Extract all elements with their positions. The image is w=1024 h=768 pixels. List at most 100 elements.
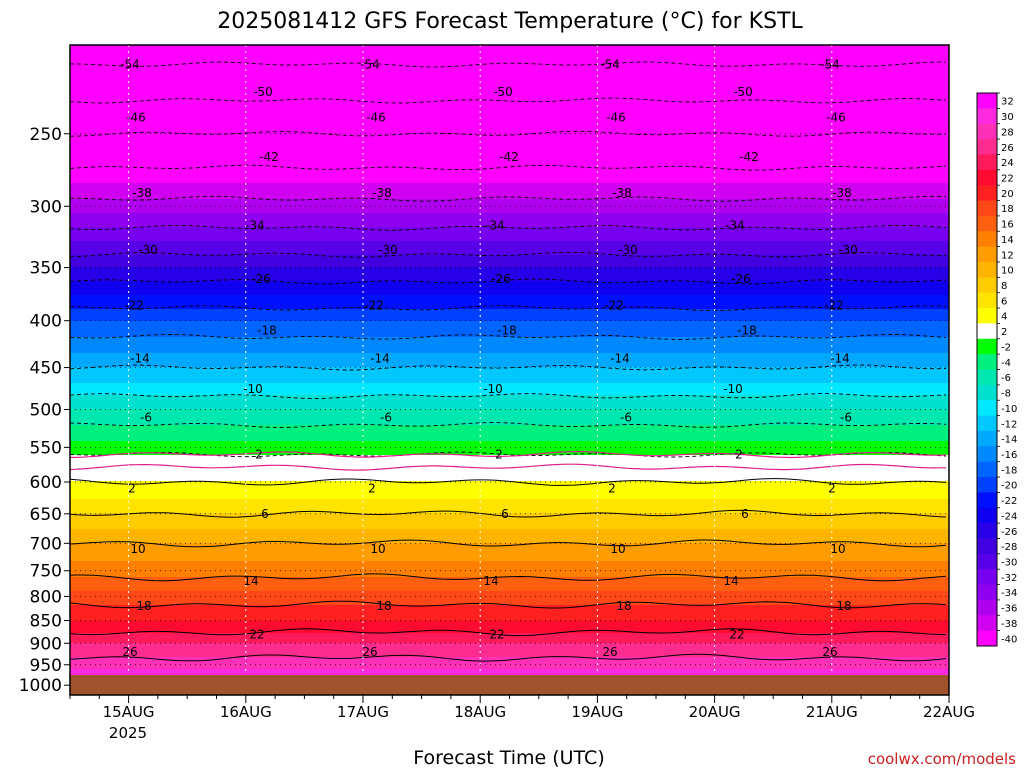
temperature-band [70, 667, 949, 670]
x-tick-label: 18AUG [454, 703, 506, 721]
temperature-band [70, 629, 949, 632]
temperature-band [70, 319, 949, 322]
temperature-band [70, 85, 949, 88]
colorbar-label: 6 [1001, 296, 1007, 307]
temperature-band [70, 209, 949, 212]
isotherm-label: -14 [830, 352, 850, 366]
colorbar-swatch [977, 93, 997, 109]
y-tick-label: 650 [30, 505, 62, 525]
isotherm-label: -14 [610, 352, 630, 366]
temperature-band [70, 127, 949, 130]
temperature-band [70, 661, 949, 664]
temperature-band [70, 451, 949, 454]
isotherm-label: 22 [249, 627, 264, 641]
temperature-band [70, 419, 949, 422]
x-axis-label: Forecast Time (UTC) [413, 747, 604, 768]
temperature-band [70, 499, 949, 502]
temperature-band [70, 307, 949, 310]
temperature-band [70, 133, 949, 136]
temperature-band [70, 423, 949, 426]
temperature-band [70, 489, 949, 492]
colorbar-label: -30 [1001, 558, 1017, 569]
temperature-band [70, 543, 949, 546]
colorbar-swatch [977, 430, 997, 447]
colorbar-swatch [977, 169, 997, 186]
temperature-band [70, 427, 949, 430]
isotherm-label: -26 [731, 272, 751, 286]
temperature-band [70, 349, 949, 352]
isotherm-label: -22 [824, 299, 844, 313]
isotherm-label: -22 [364, 299, 384, 313]
x-tick-label: 21AUG [806, 703, 858, 721]
colorbar-label: -24 [1001, 511, 1017, 522]
temperature-band [70, 559, 949, 562]
colorbar-swatch [977, 246, 997, 263]
isotherm-solid [70, 509, 947, 518]
temperature-band [70, 63, 949, 66]
temperature-band [70, 335, 949, 338]
isotherm-label: 14 [243, 574, 258, 588]
credit-link[interactable]: coolwx.com/models [868, 750, 1016, 768]
temperature-band [70, 47, 949, 50]
isotherm-dashed [70, 61, 946, 68]
temperature-band [70, 187, 949, 190]
temperature-band [70, 379, 949, 382]
y-tick-label: 550 [30, 438, 62, 458]
temperature-band [70, 57, 949, 60]
temperature-band [70, 157, 949, 160]
temperature-band [70, 259, 949, 262]
temperature-band [70, 651, 949, 654]
isotherm-solid [70, 653, 947, 662]
colorbar-swatch [977, 354, 997, 370]
isotherm-dashed [70, 393, 947, 399]
temperature-band [70, 339, 949, 342]
temperature-band [70, 367, 949, 370]
temperature-band [70, 645, 949, 648]
isotherm-label: 26 [602, 645, 617, 659]
colorbar-label: -2 [1001, 342, 1011, 353]
temperature-band [70, 235, 949, 238]
isotherm-label: -54 [820, 57, 840, 71]
colorbar-label: -34 [1001, 588, 1017, 599]
temperature-band [70, 159, 949, 162]
y-tick-label: 400 [30, 312, 62, 332]
temperature-band [70, 409, 949, 412]
temperature-band [70, 59, 949, 62]
isotherm-dashed [70, 278, 947, 285]
temperature-band [70, 291, 949, 294]
temperature-band [70, 347, 949, 350]
temperature-band [70, 67, 949, 70]
colorbar-swatch [977, 323, 997, 340]
temperature-band [70, 61, 949, 64]
temperature-band [70, 473, 949, 476]
temperature-band [70, 555, 949, 558]
isotherm-label: 22 [489, 627, 504, 641]
y-tick-label: 300 [30, 197, 62, 217]
colorbar-label: 2 [1001, 327, 1007, 338]
colorbar-label: -6 [1001, 373, 1011, 384]
temperature-band [70, 541, 949, 544]
isotherm-label: 18 [836, 599, 851, 613]
colorbar-swatch [977, 630, 997, 647]
temperature-band [70, 411, 949, 414]
isotherm-dashed [70, 224, 947, 231]
temperature-band [70, 109, 949, 112]
isotherm-label: -46 [826, 111, 846, 125]
temperature-band [70, 249, 949, 252]
temperature-band [70, 537, 949, 540]
temperature-band [70, 657, 949, 660]
isotherm-solid [70, 539, 947, 548]
temperature-band [70, 131, 949, 134]
colorbar-label: -32 [1001, 573, 1017, 584]
temperature-band [70, 177, 949, 180]
temperature-band [70, 223, 949, 226]
colorbar-label: -4 [1001, 358, 1011, 369]
isotherm-dashed [70, 422, 947, 428]
x-tick-label: 22AUG [923, 703, 975, 721]
isotherm-label: 2 [128, 482, 136, 496]
isotherm-label: -30 [838, 243, 858, 257]
temperature-band [70, 669, 949, 672]
temperature-band [70, 601, 949, 604]
y-tick-label: 600 [30, 473, 62, 493]
temperature-band [70, 257, 949, 260]
